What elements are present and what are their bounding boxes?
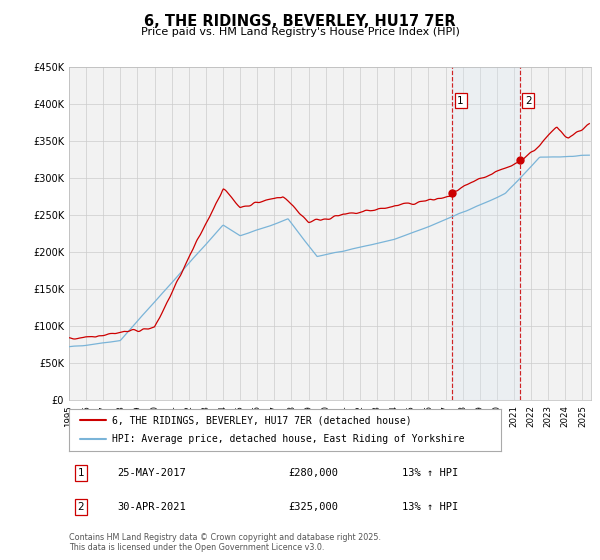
Text: 6, THE RIDINGS, BEVERLEY, HU17 7ER (detached house): 6, THE RIDINGS, BEVERLEY, HU17 7ER (deta… xyxy=(112,415,412,425)
Text: 2: 2 xyxy=(525,96,532,105)
Text: 25-MAY-2017: 25-MAY-2017 xyxy=(117,468,186,478)
Text: 1: 1 xyxy=(77,468,85,478)
Text: 30-APR-2021: 30-APR-2021 xyxy=(117,502,186,512)
Text: 13% ↑ HPI: 13% ↑ HPI xyxy=(402,502,458,512)
Text: 2: 2 xyxy=(77,502,85,512)
Text: HPI: Average price, detached house, East Riding of Yorkshire: HPI: Average price, detached house, East… xyxy=(112,435,465,445)
Text: 6, THE RIDINGS, BEVERLEY, HU17 7ER: 6, THE RIDINGS, BEVERLEY, HU17 7ER xyxy=(144,14,456,29)
Text: Price paid vs. HM Land Registry's House Price Index (HPI): Price paid vs. HM Land Registry's House … xyxy=(140,27,460,38)
Text: £280,000: £280,000 xyxy=(288,468,338,478)
Text: Contains HM Land Registry data © Crown copyright and database right 2025.
This d: Contains HM Land Registry data © Crown c… xyxy=(69,533,381,552)
Text: 1: 1 xyxy=(457,96,464,105)
Bar xyxy=(452,67,520,400)
Text: £325,000: £325,000 xyxy=(288,502,338,512)
Text: 13% ↑ HPI: 13% ↑ HPI xyxy=(402,468,458,478)
